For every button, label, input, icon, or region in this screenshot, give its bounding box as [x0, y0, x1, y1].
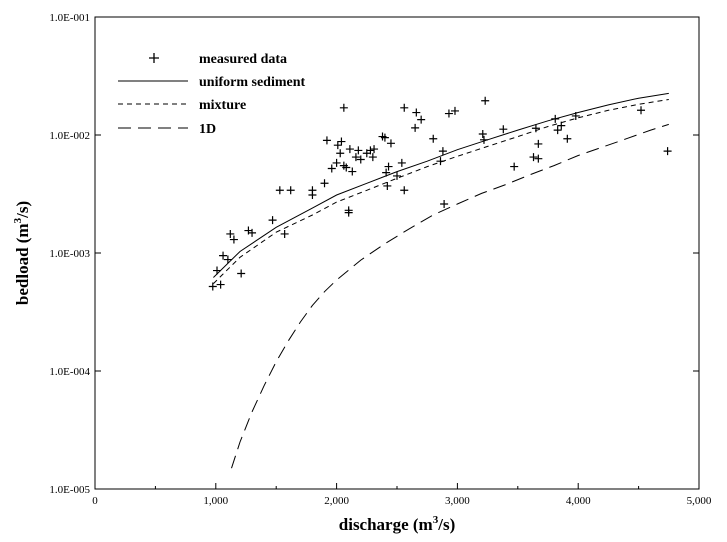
legend-label-mixture: mixture: [199, 98, 246, 113]
data-point: [229, 235, 238, 244]
legend: measured data uniform sediment mixture 1…: [118, 52, 306, 137]
legend-label-uniform-sediment: uniform sediment: [199, 75, 306, 90]
data-point: [237, 269, 246, 278]
data-point: [386, 139, 395, 148]
data-point: [429, 134, 438, 143]
series-line-1d: [231, 123, 669, 469]
series-layer: [208, 92, 672, 469]
data-point: [268, 216, 277, 225]
series-measured-data: [208, 96, 672, 291]
data-point: [337, 137, 346, 146]
data-point: [481, 96, 490, 105]
data-point: [417, 115, 426, 124]
data-point: [411, 123, 420, 132]
data-point: [248, 228, 257, 237]
y-tick-label: 1.0E-003: [49, 248, 90, 260]
data-point: [478, 129, 487, 138]
data-point: [275, 186, 284, 195]
data-point: [280, 229, 289, 238]
series-line-mixture: [213, 99, 669, 284]
x-tick-label: 1,000: [203, 495, 228, 507]
data-point: [339, 103, 348, 112]
data-point: [333, 141, 342, 150]
x-tick-label: 0: [92, 495, 98, 507]
data-point: [213, 266, 222, 275]
data-point: [327, 164, 336, 173]
data-point: [342, 163, 351, 172]
data-point: [348, 167, 357, 176]
legend-marker-plus: [149, 53, 159, 63]
legend-entry-measured-data: measured data: [149, 52, 287, 67]
data-point: [370, 145, 379, 154]
data-point: [534, 139, 543, 148]
data-point: [286, 186, 295, 195]
data-point: [219, 251, 228, 260]
y-tick-label: 1.0E-002: [49, 130, 90, 142]
data-point: [320, 179, 329, 188]
legend-entry-mixture: mixture: [118, 98, 246, 113]
x-axis: 0 1,000 2,000 3,000 4,000 5,000: [92, 483, 712, 507]
x-tick-label: 5,000: [687, 495, 712, 507]
series-line-uniform-sediment: [213, 92, 669, 278]
data-point: [354, 146, 363, 155]
data-point: [384, 162, 393, 171]
data-point: [356, 155, 365, 164]
data-point: [380, 133, 389, 142]
data-point: [444, 109, 453, 118]
data-point: [226, 229, 235, 238]
data-point: [438, 147, 447, 156]
data-point: [308, 186, 317, 195]
y-tick-label: 1.0E-004: [49, 366, 90, 378]
legend-label-1d: 1D: [199, 122, 216, 137]
data-point: [534, 154, 543, 163]
data-point: [351, 153, 360, 162]
data-point: [412, 108, 421, 117]
data-point: [529, 153, 538, 162]
data-point: [450, 106, 459, 115]
data-point: [563, 134, 572, 143]
data-point: [366, 146, 375, 155]
x-tick-label: 3,000: [445, 495, 470, 507]
data-point: [440, 200, 449, 209]
data-point: [322, 136, 331, 145]
y-tick-label: 1.0E-001: [49, 12, 90, 24]
data-point: [499, 125, 508, 134]
y-axis-title: bedload (m3/s): [12, 201, 32, 305]
x-tick-label: 2,000: [324, 495, 349, 507]
legend-entry-uniform-sediment: uniform sediment: [118, 75, 306, 90]
data-point: [393, 171, 401, 180]
data-point: [553, 126, 562, 135]
legend-entry-1d: 1D: [118, 122, 216, 137]
data-point: [383, 181, 392, 190]
data-point: [400, 186, 409, 195]
data-point: [397, 158, 406, 167]
legend-label-measured-data: measured data: [199, 52, 287, 67]
data-point: [208, 282, 217, 291]
data-point: [344, 206, 353, 215]
data-point: [400, 103, 409, 112]
data-point: [216, 280, 225, 289]
data-point: [223, 255, 232, 264]
x-axis-title: discharge (m3/s): [339, 514, 455, 534]
plot-frame: [94, 16, 700, 490]
y-tick-label: 1.0E-005: [49, 484, 90, 496]
y-axis: 1.0E-005 1.0E-004 1.0E-003 1.0E-002 1.0E-001: [49, 12, 699, 496]
data-point: [368, 153, 377, 162]
data-point: [510, 162, 519, 171]
x-tick-label: 4,000: [566, 495, 591, 507]
data-point: [332, 158, 341, 167]
data-point: [637, 106, 646, 115]
data-point: [345, 145, 354, 154]
data-point: [663, 147, 672, 156]
data-point: [336, 149, 345, 158]
